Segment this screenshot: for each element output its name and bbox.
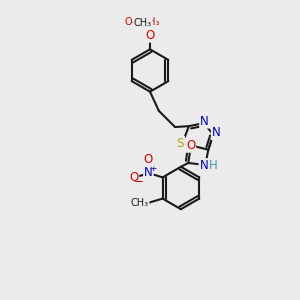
Text: CH₃: CH₃ (130, 198, 149, 208)
Text: N: N (144, 167, 153, 179)
Text: −: − (134, 175, 144, 188)
Text: O: O (146, 29, 154, 42)
Text: N: N (212, 126, 220, 140)
Text: O: O (186, 139, 195, 152)
Text: +: + (149, 164, 156, 173)
Text: H: H (209, 159, 218, 172)
Text: O: O (129, 171, 138, 184)
Text: N: N (200, 115, 209, 128)
Text: O—CH₃: O—CH₃ (125, 17, 160, 27)
Text: CH₃: CH₃ (134, 18, 152, 28)
Text: S: S (177, 137, 184, 150)
Text: O: O (144, 153, 153, 166)
Text: N: N (200, 159, 208, 172)
